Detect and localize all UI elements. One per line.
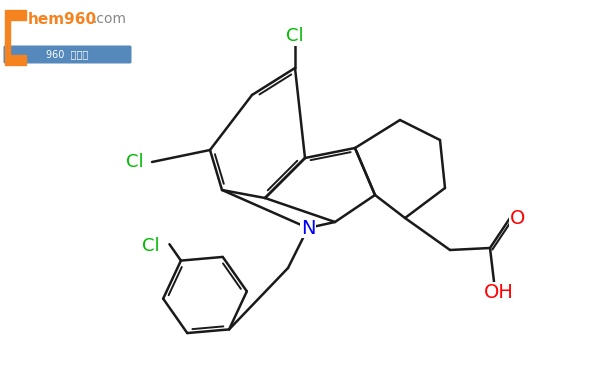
FancyBboxPatch shape — [4, 45, 131, 63]
Text: O: O — [510, 209, 526, 228]
Text: N: N — [301, 219, 315, 237]
Text: OH: OH — [484, 282, 514, 302]
Text: .com: .com — [93, 12, 127, 26]
Text: 960  化工网: 960 化工网 — [46, 49, 88, 59]
Polygon shape — [5, 10, 26, 65]
Text: Cl: Cl — [142, 237, 160, 255]
Text: Cl: Cl — [126, 153, 144, 171]
Text: hem960: hem960 — [28, 12, 97, 27]
Text: Cl: Cl — [286, 27, 304, 45]
